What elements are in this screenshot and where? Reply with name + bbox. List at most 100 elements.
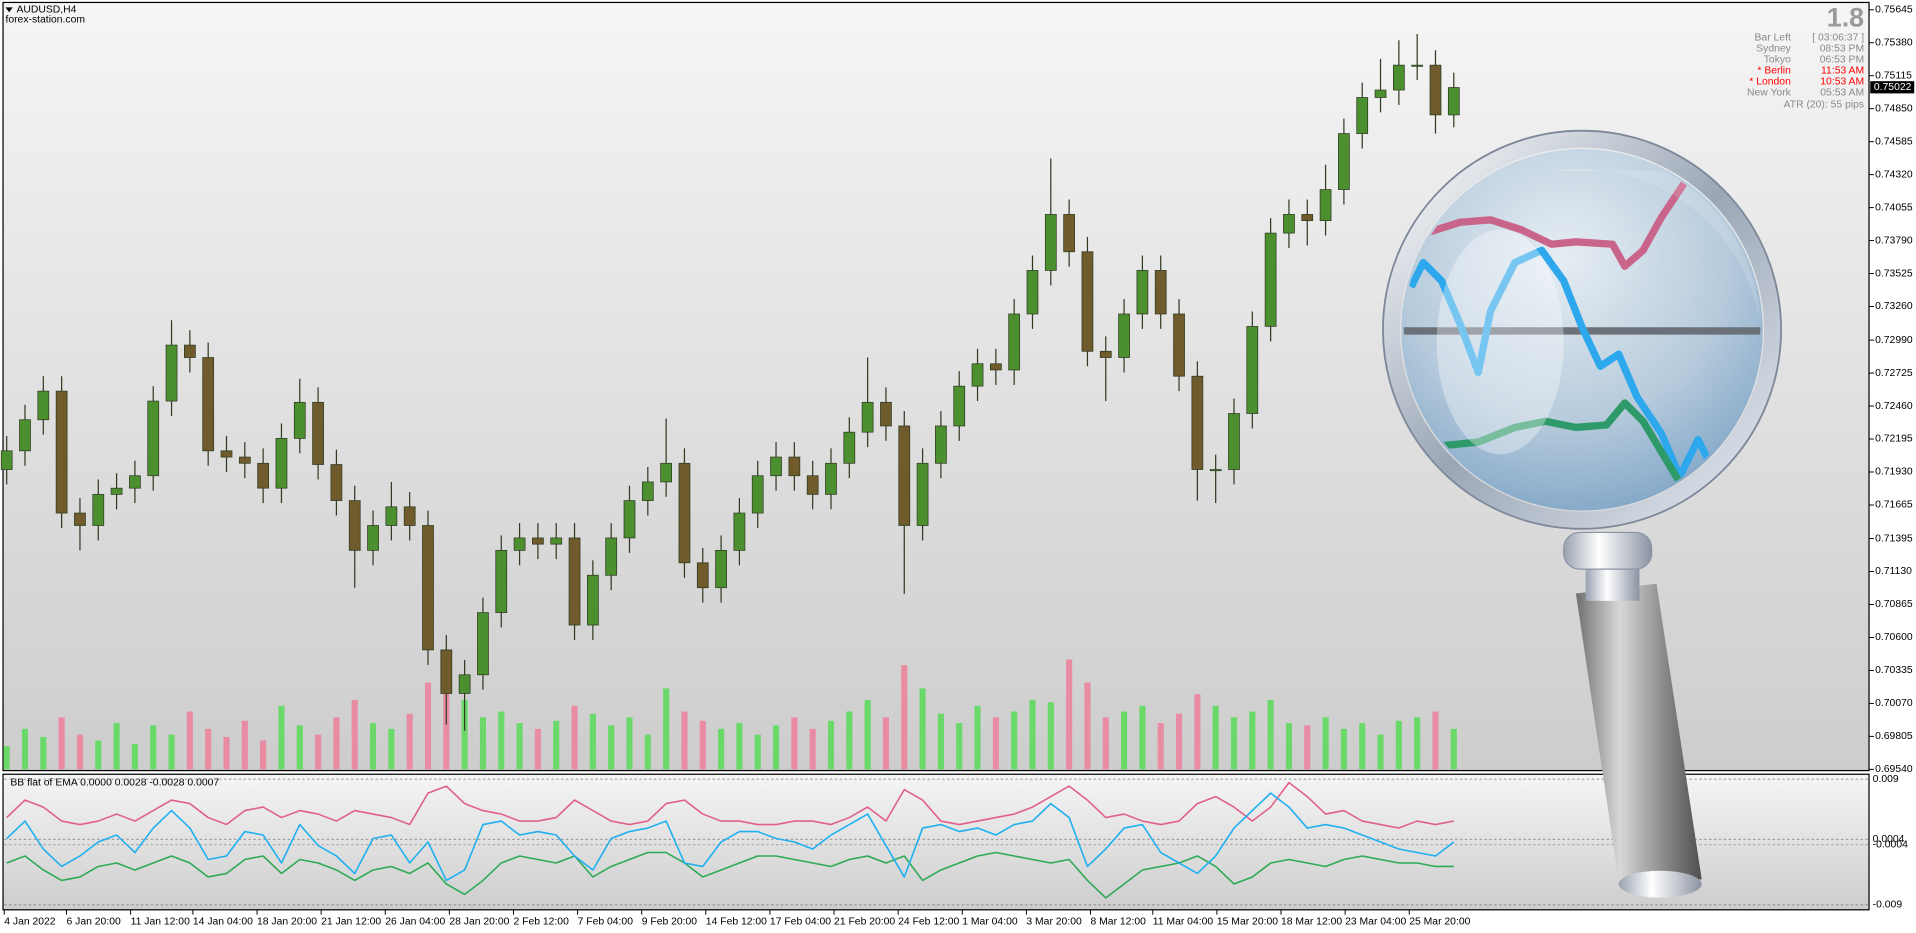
y-tick-label: 0.70335 [1875, 665, 1913, 676]
magnifier-cap [1618, 870, 1702, 898]
x-tick-label: 11 Jan 12:00 [131, 917, 190, 928]
candle-body [1136, 270, 1149, 315]
volume-bar [1450, 728, 1457, 770]
candle-body [385, 506, 398, 526]
volume-bar [937, 713, 944, 770]
indicator-line [6, 781, 1454, 829]
info-label: Sydney [1756, 44, 1791, 55]
y-tick-label: 0.0004 [1873, 834, 1905, 845]
candle-body [916, 462, 929, 526]
candle-body [422, 525, 434, 651]
volume-bar [479, 717, 487, 770]
x-tick-label: 17 Feb 04:00 [770, 917, 831, 928]
x-tick-label: 23 Mar 04:00 [1345, 917, 1406, 928]
candle-body [348, 500, 361, 551]
indicator-pane [2, 773, 1870, 911]
candle-body [367, 525, 379, 551]
x-tick-label: 3 Mar 20:00 [1026, 917, 1082, 928]
volume-bar [791, 717, 798, 770]
x-tick-label: 21 Feb 20:00 [834, 917, 895, 928]
volume-bar [1304, 725, 1311, 770]
candle-body [843, 431, 856, 464]
x-tick-label: 18 Jan 20:00 [257, 917, 317, 928]
current-price-box [1870, 81, 1915, 94]
candle-body [623, 500, 636, 539]
volume-bar [699, 720, 706, 770]
candle-body [532, 537, 544, 545]
candle-body [92, 494, 105, 526]
lens-upper-band [1428, 178, 1689, 270]
y-tick-label: 0.69805 [1875, 731, 1913, 742]
y-tick-label: -0.009 [1873, 900, 1903, 911]
candle-body [147, 400, 160, 477]
volume-bar [589, 713, 596, 770]
volume-bar [1066, 659, 1073, 770]
candle-body [238, 456, 251, 464]
info-value: 05:53 AM [1820, 88, 1864, 99]
candle-body [788, 456, 801, 477]
candle-body [1173, 313, 1185, 377]
x-tick-label: 9 Feb 20:00 [642, 917, 698, 928]
volume-bar [553, 720, 560, 770]
volume-bar [1432, 711, 1439, 770]
candle-body [513, 537, 526, 551]
candle-body [165, 344, 178, 402]
volume-bar [754, 734, 761, 770]
volume-bar [736, 723, 743, 770]
y-tick-label: 0.70865 [1875, 599, 1913, 610]
candle-body [312, 401, 324, 465]
current-price-label: 0.75022 [1874, 82, 1912, 93]
candle-body [1392, 64, 1405, 91]
volume-bar [1340, 728, 1347, 770]
candle-body [110, 487, 123, 495]
candle-body [1429, 64, 1442, 116]
y-tick-label: 0.75380 [1875, 37, 1913, 48]
candle-body [257, 462, 269, 489]
volume-bar [516, 723, 523, 770]
volume-bar [21, 728, 29, 770]
candle-body [1264, 232, 1277, 327]
candle-body [861, 401, 874, 433]
info-label: * Berlin [1757, 66, 1791, 77]
info-panel: 1.8 ATR (20): 55 pips Bar Left [ 03:06:37… [1747, 3, 1864, 111]
y-tick-label: 0.72460 [1875, 401, 1913, 412]
x-tick-label: 1 Mar 04:00 [962, 917, 1018, 928]
plot: 0.75645 0.75380 0.75115 0.74850 0.74585 0.743… [0, 5, 1915, 928]
candle-body [1411, 64, 1424, 67]
site-name: forex-station.com [5, 14, 85, 25]
volume-bar [1414, 717, 1421, 770]
volume-bar [608, 725, 615, 770]
volume-bar [644, 734, 651, 770]
volume-bar [1395, 720, 1402, 770]
candle-body [715, 550, 727, 589]
candle-body [770, 456, 782, 477]
volume-bar [205, 728, 212, 770]
candle-body [1154, 270, 1167, 315]
volume-bar [278, 705, 285, 770]
symbol-menu-arrow[interactable] [5, 7, 13, 13]
candle-body [293, 401, 306, 439]
candle-body [477, 612, 489, 676]
volume-bar [168, 734, 175, 770]
candle-body [660, 462, 672, 483]
x-tick-label: 6 Jan 20:00 [67, 917, 121, 928]
y-tick-label: 0.74055 [1875, 202, 1913, 213]
candle-body [935, 425, 947, 464]
y-tick-label: 0.69540 [1875, 764, 1913, 775]
lens-content [1403, 168, 1761, 485]
volume-bar [113, 723, 120, 770]
lens-glare [1436, 229, 1564, 455]
candle-body [1319, 189, 1332, 222]
volume-bar [681, 711, 688, 770]
volume-bar [901, 665, 908, 770]
candle-body [1301, 214, 1314, 222]
volume-bar [1011, 711, 1018, 770]
y-tick-label: 0.72195 [1875, 434, 1913, 445]
candle-body [696, 562, 709, 589]
info-label: New York [1747, 88, 1792, 99]
volume-bar [296, 725, 303, 770]
volume-bar [95, 740, 102, 770]
volume-bar [1359, 723, 1366, 770]
x-tick-label: 14 Jan 04:00 [193, 917, 253, 928]
indicator-line [6, 851, 1454, 899]
